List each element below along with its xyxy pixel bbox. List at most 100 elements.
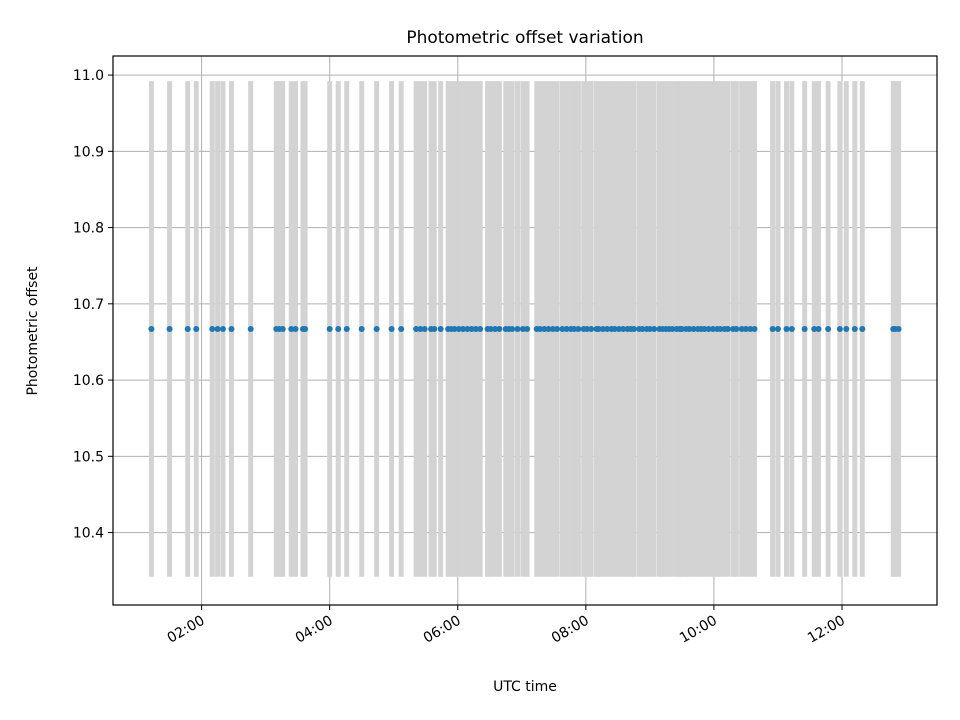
data-point xyxy=(524,325,531,332)
data-point xyxy=(583,325,590,332)
data-point xyxy=(279,325,286,332)
data-point xyxy=(477,325,484,332)
data-point xyxy=(669,325,676,332)
data-point xyxy=(335,325,342,332)
data-point xyxy=(751,325,758,332)
y-tick-label: 11.0 xyxy=(73,68,104,84)
data-point xyxy=(559,325,566,332)
y-tick-label: 10.9 xyxy=(73,144,104,160)
data-point xyxy=(843,325,850,332)
data-point xyxy=(690,325,697,332)
data-point xyxy=(460,325,467,332)
y-tick-label: 10.6 xyxy=(73,373,104,389)
data-point xyxy=(193,325,200,332)
data-point xyxy=(554,325,561,332)
data-point xyxy=(214,325,221,332)
data-point xyxy=(148,325,155,332)
y-tick-label: 10.8 xyxy=(73,221,104,237)
data-point xyxy=(455,325,462,332)
data-point xyxy=(815,325,822,332)
data-point xyxy=(717,325,724,332)
data-point xyxy=(541,325,548,332)
data-point xyxy=(398,325,405,332)
data-point xyxy=(769,325,776,332)
data-point xyxy=(825,325,832,332)
data-point xyxy=(895,325,902,332)
data-point xyxy=(184,325,191,332)
data-point xyxy=(747,325,754,332)
data-point xyxy=(705,325,712,332)
data-point xyxy=(166,325,173,332)
data-point xyxy=(859,325,866,332)
data-point xyxy=(686,325,693,332)
x-axis-label: UTC time xyxy=(493,679,557,695)
data-point xyxy=(709,325,716,332)
data-point xyxy=(464,325,471,332)
data-point xyxy=(209,325,216,332)
y-tick-label: 10.4 xyxy=(73,526,104,542)
data-point xyxy=(437,325,444,332)
data-point xyxy=(343,325,350,332)
data-points xyxy=(148,325,902,332)
data-point xyxy=(373,325,380,332)
data-point xyxy=(472,325,479,332)
data-point xyxy=(604,325,611,332)
data-point xyxy=(326,325,333,332)
data-point xyxy=(774,325,781,332)
data-point xyxy=(487,325,494,332)
data-point xyxy=(646,325,653,332)
data-point xyxy=(836,325,843,332)
data-point xyxy=(563,325,570,332)
data-point xyxy=(519,325,526,332)
data-point xyxy=(536,325,543,332)
data-point xyxy=(639,325,646,332)
data-point xyxy=(413,325,420,332)
data-point xyxy=(451,325,458,332)
data-point xyxy=(615,325,622,332)
data-point xyxy=(302,325,309,332)
data-point xyxy=(417,325,424,332)
data-point xyxy=(496,325,503,332)
data-point xyxy=(358,325,365,332)
data-point xyxy=(571,325,578,332)
data-point xyxy=(228,325,235,332)
data-point xyxy=(575,325,582,332)
data-point xyxy=(724,325,731,332)
y-tick-label: 10.7 xyxy=(73,297,104,313)
data-point xyxy=(630,325,637,332)
data-point xyxy=(549,325,556,332)
data-point xyxy=(509,325,516,332)
data-point xyxy=(651,325,658,332)
data-point xyxy=(742,325,749,332)
data-point xyxy=(514,325,521,332)
data-point xyxy=(801,325,808,332)
data-point xyxy=(701,325,708,332)
data-point xyxy=(545,325,552,332)
data-point xyxy=(468,325,475,332)
data-point xyxy=(492,325,499,332)
data-point xyxy=(292,325,299,332)
y-axis-label: Photometric offset xyxy=(25,266,41,396)
data-point xyxy=(599,325,606,332)
data-point xyxy=(219,325,226,332)
y-axis-ticks: 10.4 10.5 10.6 10.7 10.8 10.9 11.0 xyxy=(73,68,113,542)
data-point xyxy=(788,325,795,332)
data-point xyxy=(733,325,740,332)
data-point xyxy=(851,325,858,332)
data-point xyxy=(595,325,602,332)
data-point xyxy=(421,325,428,332)
data-point xyxy=(620,325,627,332)
data-point xyxy=(678,325,685,332)
data-point xyxy=(588,325,595,332)
plot-frame xyxy=(112,55,938,606)
data-point xyxy=(611,325,618,332)
data-point xyxy=(811,325,818,332)
chart-title: Photometric offset variation xyxy=(406,28,643,48)
data-point xyxy=(288,325,295,332)
y-tick-label: 10.5 xyxy=(73,449,104,465)
data-point xyxy=(388,325,395,332)
data-point xyxy=(783,325,790,332)
data-point xyxy=(431,325,438,332)
